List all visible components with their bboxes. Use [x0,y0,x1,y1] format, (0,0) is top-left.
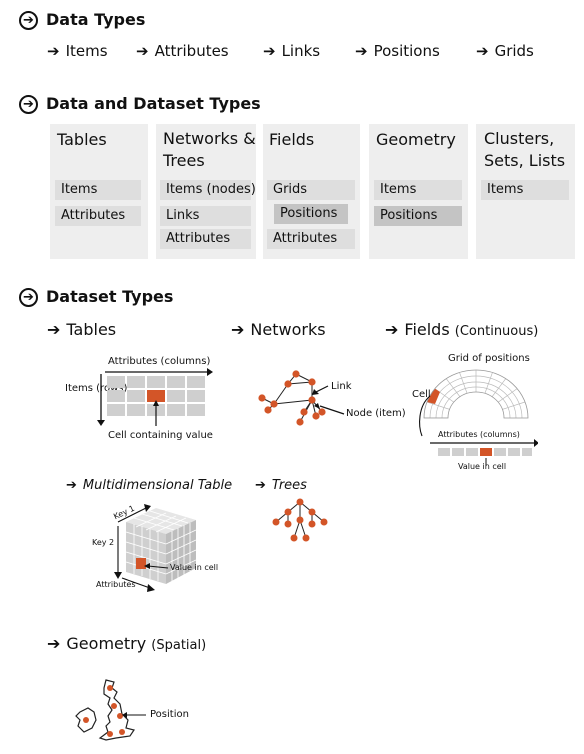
arrow-icon: ➔ [231,320,245,339]
data-type-grids: ➔ Grids [476,42,534,60]
column-title: Clusters, Sets, Lists [484,129,566,170]
cube-value-cell [136,558,146,569]
column-title: Fields [269,130,315,149]
column-title: Networks & Trees [163,129,256,170]
arrow-circle-icon: ➔ [19,288,38,307]
cell-grids: Grids [267,180,355,200]
label-cell: Cell [412,389,431,400]
column-title: Tables [57,130,107,149]
arrow-icon: ➔ [66,478,77,493]
attributes-axis [121,577,151,589]
arrow-circle-icon: ➔ [19,11,38,30]
field-cell-highlight [427,388,440,404]
data-type-links: ➔ Links [263,42,321,60]
label-attributes: Attributes [96,580,136,589]
arrow-icon: ➔ [136,42,149,60]
tree-diagram [272,498,328,542]
label-value-in-cell: Value in cell [170,563,219,572]
subsection-multidimensional-table: ➔ Multidimensional Table [66,478,233,493]
label-grid-of-positions: Grid of positions [448,353,530,364]
subsection-geometry: ➔ Geometry (Spatial) [47,634,207,653]
arrow-icon: ➔ [47,634,61,653]
field-diagram [419,369,538,466]
cell-attributes: Attributes [55,206,141,226]
attribute-row [438,448,532,456]
section-title-dataset-types: Dataset Types [46,287,174,306]
highlight-cell [147,390,165,402]
table-diagram [97,368,213,426]
section-title-data-types: Data Types [46,10,146,29]
subsection-fields: ➔ Fields (Continuous) [385,320,539,339]
geometry-map [75,679,146,741]
node-pointer [319,405,345,415]
arrow-icon: ➔ [263,42,276,60]
arrow-icon: ➔ [255,478,266,493]
cell-items-nodes: Items (nodes) [160,180,256,200]
cell-pointer [419,395,431,437]
label-cell-containing-value: Cell containing value [108,430,213,441]
polar-grid [424,370,528,418]
column-clusters-sets-lists: Clusters, Sets, Lists Items [476,124,575,259]
label-attributes-columns: Attributes (columns) [108,356,211,367]
column-title: Geometry [376,130,456,149]
arrow-icon: ➔ [47,42,60,60]
column-geometry: Geometry Items Positions [369,124,468,259]
network-diagram [258,370,345,426]
label-attributes-columns: Attributes (columns) [438,430,520,439]
data-type-attributes: ➔ Attributes [136,42,229,60]
label-link: Link [331,381,352,392]
britain-outline [98,679,135,741]
column-tables: Tables Items Attributes [50,124,148,259]
cell-positions: Positions [274,204,348,224]
column-networks-trees: Networks & Trees Items (nodes) Links Att… [156,124,256,259]
subsection-tables: ➔ Tables [47,320,117,339]
arrow-circle-icon: ➔ [19,95,38,114]
data-type-positions: ➔ Positions [355,42,440,60]
section-title-data-and-dataset-types: Data and Dataset Types [46,94,261,113]
subsection-trees: ➔ Trees [255,478,307,493]
column-fields: Fields Grids Positions Attributes [263,124,360,259]
key1-axis [117,507,147,523]
label-position: Position [150,709,189,720]
label-node-item: Node (item) [346,408,406,419]
cube-diagram [114,504,197,592]
cell-attributes: Attributes [267,229,355,249]
label-value-in-cell: Value in cell [458,462,507,471]
data-type-items: ➔ Items [47,42,108,60]
label-key2: Key 2 [92,538,115,547]
cell-links: Links [160,206,251,226]
arrow-icon: ➔ [476,42,489,60]
cell-positions: Positions [374,206,462,226]
subsection-networks: ➔ Networks [231,320,326,339]
arrow-icon: ➔ [355,42,368,60]
cell-items: Items [55,180,141,200]
label-items-rows: Items (rows) [65,383,128,394]
link-pointer [315,385,329,393]
cell-items: Items [374,180,462,200]
cell-items: Items [481,180,569,200]
cell-attributes: Attributes [160,229,251,249]
arrow-icon: ➔ [47,320,61,339]
arrow-icon: ➔ [385,320,399,339]
table-grid [107,376,205,416]
